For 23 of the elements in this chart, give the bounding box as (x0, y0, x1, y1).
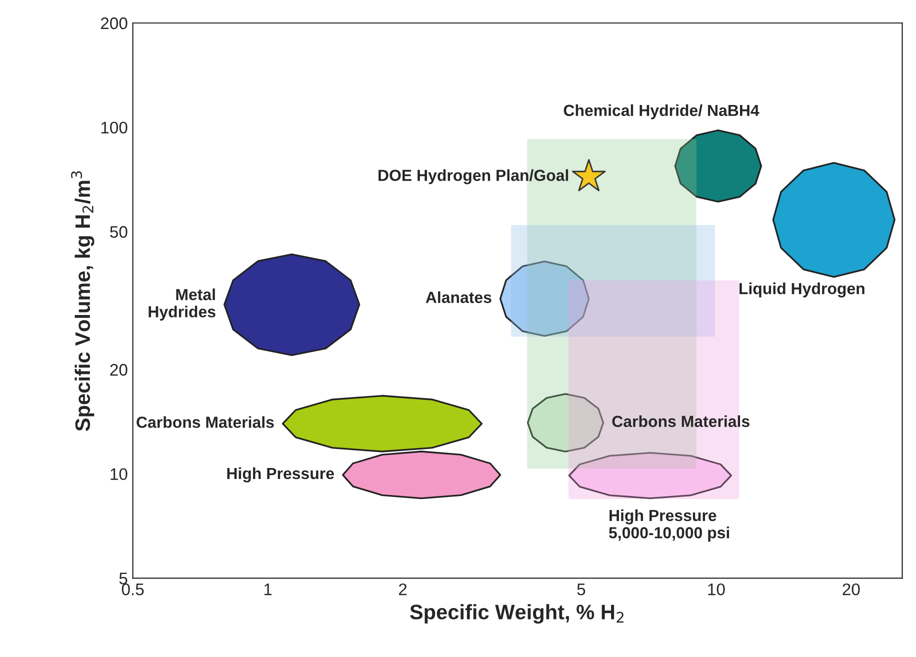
series-label: Metal Hydrides (148, 288, 216, 321)
series-label: DOE Hydrogen Plan/Goal (378, 169, 568, 184)
x-tick-label: 2 (398, 583, 407, 596)
series-label: Carbons Materials (136, 416, 274, 428)
series-label: Liquid Hydrogen (740, 282, 864, 298)
x-tick-label: 5 (577, 584, 586, 596)
x-tick-label: 10 (708, 583, 725, 596)
x-axis-title: Specific Weight, % H$_{2}$ (410, 604, 624, 624)
series-label: Alanates (426, 291, 492, 304)
y-tick-label: 5 (119, 572, 128, 584)
series-label: High Pressure 5,000-10,000 psi (608, 509, 730, 542)
series-label: Chemical Hydride/ NaBH4 (564, 104, 760, 120)
y-tick-label: 50 (110, 226, 128, 238)
y-tick-label: 200 (100, 17, 128, 30)
x-tick-label: 20 (842, 583, 860, 596)
series-label: Carbons Materials (612, 415, 750, 428)
y-tick-label: 10 (110, 468, 128, 480)
y-tick-label: 20 (110, 364, 128, 376)
x-tick-label: 0.5 (122, 583, 144, 596)
x-tick-label: 1 (264, 584, 272, 596)
y-axis-title: Specific Volume, kg H$_{2}$/m$^{3}$ (71, 171, 94, 432)
series-label: High Pressure (227, 467, 334, 482)
y-tick-label: 100 (101, 122, 128, 134)
